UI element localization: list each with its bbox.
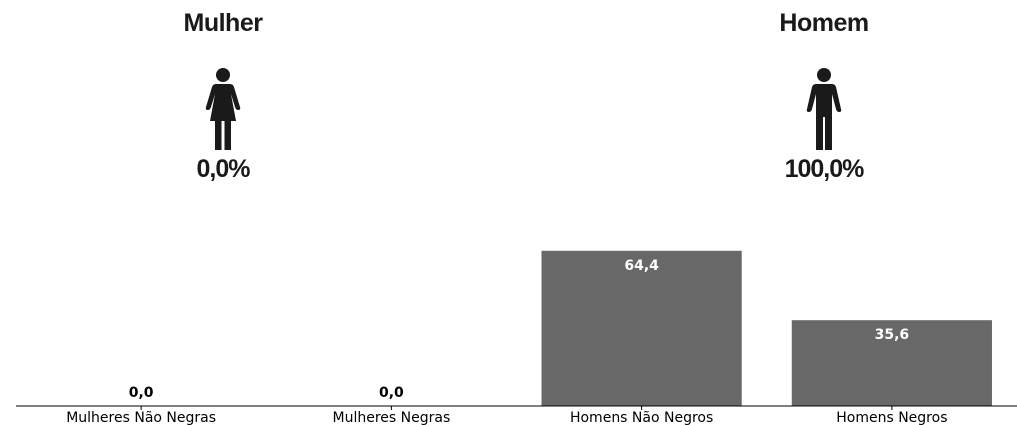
female-percent: 0,0% [196,155,251,183]
male-percent: 100,0% [784,155,865,183]
male-title: Homem [779,9,869,37]
bar-value-label: 64,4 [624,258,659,274]
male-panel: Homem 100,0% [724,8,924,184]
bar-value-label: 0,0 [129,385,154,401]
bar-3 [541,250,742,406]
x-tick-label: Mulheres Negras [333,410,451,425]
female-panel: Mulher 0,0% [123,8,323,184]
female-person-icon [205,68,241,150]
bar-value-label: 0,0 [379,385,404,401]
female-title: Mulher [183,9,263,37]
x-tick-label: Homens Negros [836,410,947,425]
male-person-icon [806,68,842,150]
bar-value-label: 35,6 [875,327,910,343]
bar-4 [791,320,992,406]
x-tick-label: Mulheres Não Negras [66,410,216,425]
x-tick-label: Homens Não Negros [570,410,713,425]
